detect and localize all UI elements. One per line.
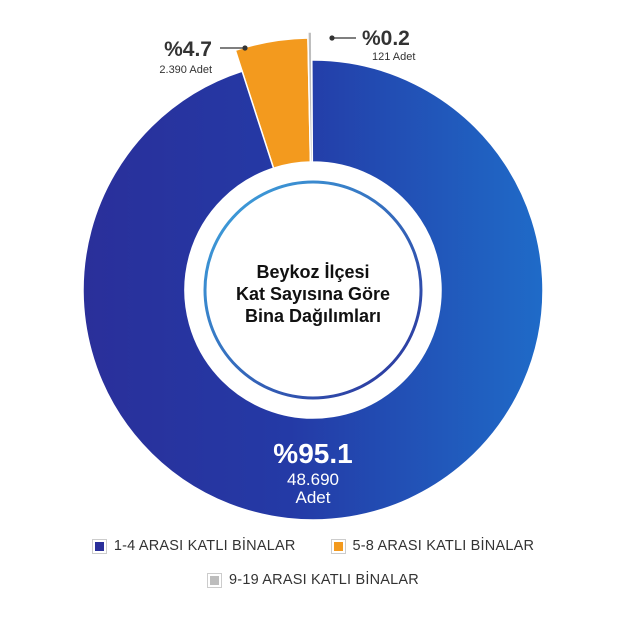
slice-2-percent-label: %4.7 [164, 38, 212, 61]
legend-label-1-4: 1-4 ARASI KATLI BİNALAR [113, 538, 296, 554]
slice-3-percent-label: %0.2 [362, 27, 410, 50]
slice-1-unit-label: Adet [296, 488, 331, 507]
legend-label-9-19: 9-19 ARASI KATLI BİNALAR [229, 572, 419, 588]
legend-row-2: 9-19 ARASI KATLI BİNALAR [0, 572, 627, 588]
slice-2-count-label: 2.390 Adet [159, 64, 212, 76]
inner-accent-ring [203, 180, 423, 400]
slices-group [82, 31, 544, 521]
chart-title-line-1: Beykoz İlçesi [256, 262, 369, 282]
legend-swatch-orange [330, 538, 346, 554]
legend-item-9-19: 9-19 ARASI KATLI BİNALAR [207, 572, 419, 588]
legend-item-5-8: 5-8 ARASI KATLI BİNALAR [330, 538, 535, 554]
legend-label-5-8: 5-8 ARASI KATLI BİNALAR [352, 538, 535, 554]
slice-3-count-label: 121 Adet [372, 51, 415, 63]
slice-3-leader-dot [329, 35, 335, 41]
slice-1-percent-label: %95.1 [273, 438, 352, 469]
chart-title-line-2: Kat Sayısına Göre [236, 284, 390, 304]
legend-swatch-blue [91, 538, 107, 554]
legend-swatch-gray [207, 572, 223, 588]
donut-hole [185, 162, 441, 418]
legend-row-1: 1-4 ARASI KATLI BİNALAR 5-8 ARASI KATLI … [0, 538, 627, 554]
slice-1-count-label: 48.690 [287, 470, 339, 489]
slice-2-leader-dot [242, 45, 248, 51]
legend-item-1-4: 1-4 ARASI KATLI BİNALAR [91, 538, 296, 554]
chart-title-line-3: Bina Dağılımları [245, 306, 381, 326]
